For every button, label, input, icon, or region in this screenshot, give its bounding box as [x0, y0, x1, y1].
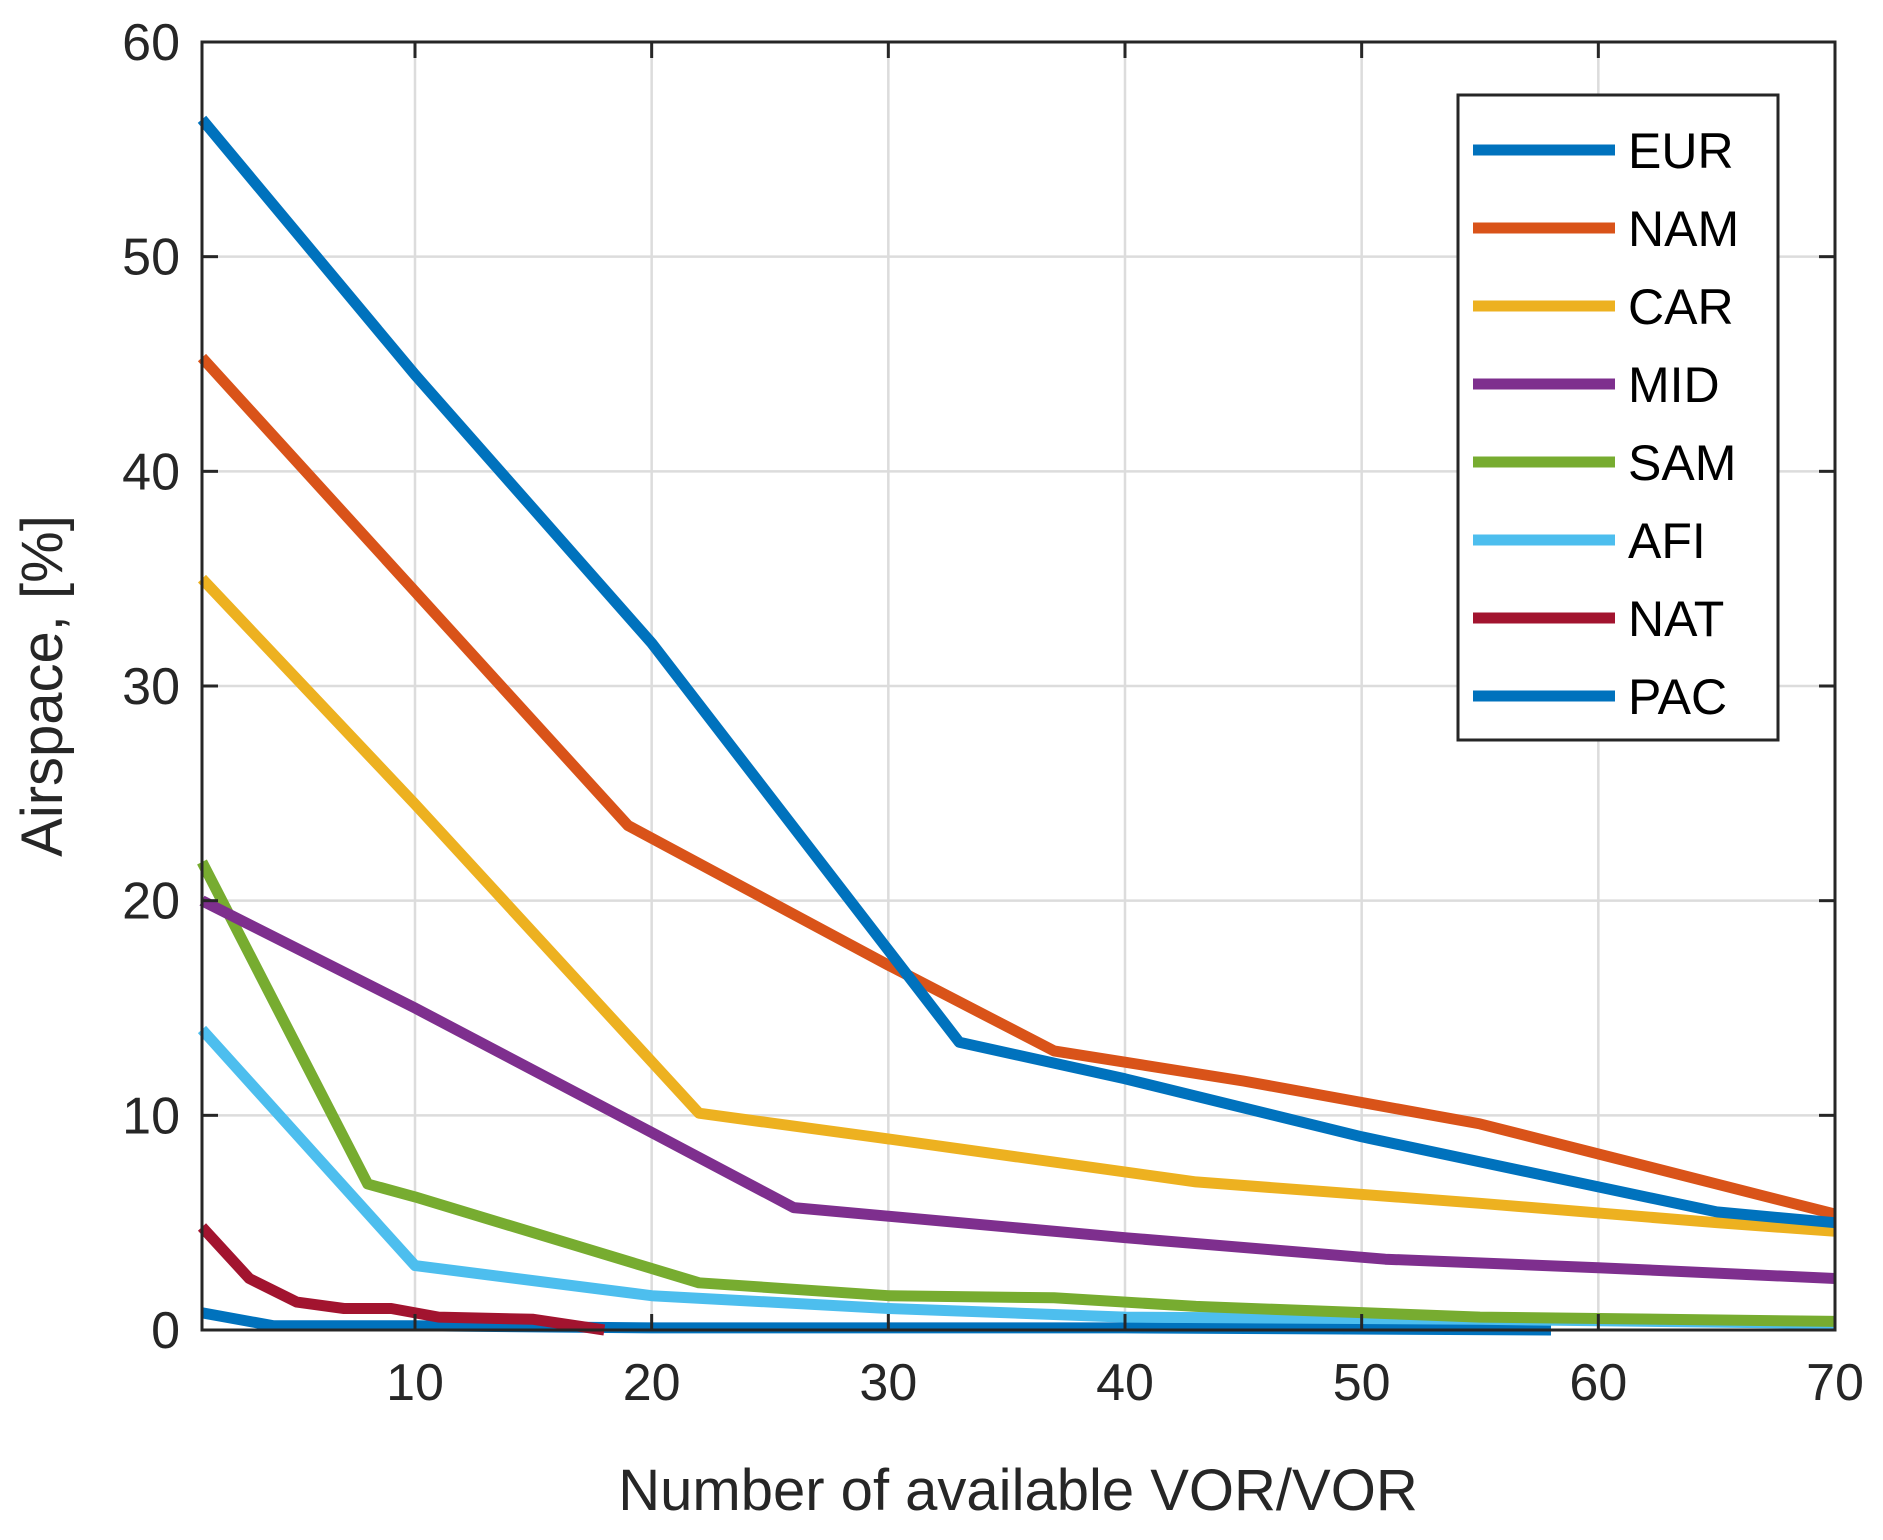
ticks: [202, 40, 1837, 1332]
y-tick-label: 40: [122, 443, 180, 501]
series-line-car: [198, 574, 1836, 1237]
legend-label-car: CAR: [1628, 279, 1734, 335]
y-tick-label: 10: [122, 1087, 180, 1145]
series-line-nam: [197, 353, 1837, 1220]
series-line-nat: [197, 1223, 606, 1336]
x-tick-label: 50: [1333, 1354, 1391, 1412]
legend-label-nam: NAM: [1628, 201, 1739, 257]
x-tick-label: 10: [386, 1354, 444, 1412]
series-lines: [197, 115, 1837, 1336]
y-axis-label: Airspace, [%]: [10, 515, 75, 857]
series-line-pac: [201, 1307, 1552, 1336]
legend-label-pac: PAC: [1628, 669, 1727, 725]
x-axis-label: Number of available VOR/VOR: [618, 1458, 1417, 1523]
x-tick-label: 20: [623, 1354, 681, 1412]
x-tick-label: 60: [1569, 1354, 1627, 1412]
y-tick-label: 30: [122, 658, 180, 716]
series-line-eur: [197, 115, 1836, 1229]
series-line-sam: [197, 859, 1836, 1327]
legend: EUR NAM CAR MID SAM AFI NAT PAC: [1456, 93, 1780, 742]
y-tick-label: 60: [122, 14, 180, 72]
x-tick-label: 70: [1806, 1354, 1864, 1412]
legend-box: [1456, 93, 1780, 742]
legend-label-mid: MID: [1628, 357, 1720, 413]
legend-label-eur: EUR: [1628, 123, 1734, 179]
tick-labels: 10 20 30 40 50 60 70 0 10 20 30 40 50 60: [122, 14, 1864, 1412]
y-tick-label: 20: [122, 873, 180, 931]
x-tick-label: 40: [1096, 1354, 1154, 1412]
legend-label-nat: NAT: [1628, 591, 1724, 647]
y-tick-label: 0: [151, 1302, 180, 1360]
legend-label-sam: SAM: [1628, 435, 1736, 491]
y-tick-label: 50: [122, 229, 180, 287]
legend-label-afi: AFI: [1628, 513, 1706, 569]
x-tick-label: 30: [859, 1354, 917, 1412]
series-line-mid: [199, 895, 1836, 1284]
